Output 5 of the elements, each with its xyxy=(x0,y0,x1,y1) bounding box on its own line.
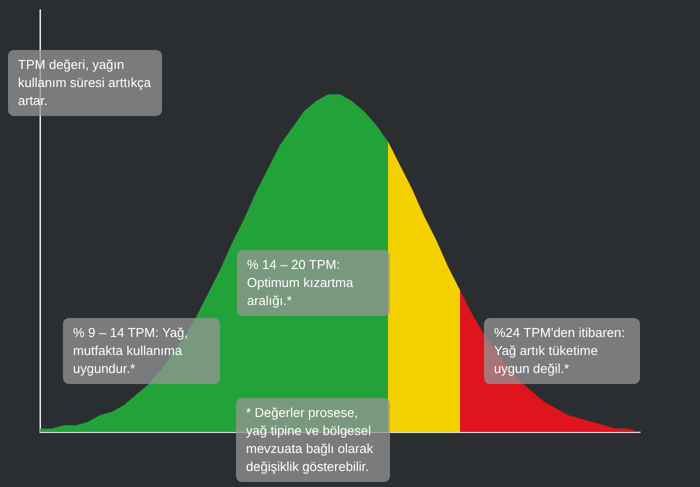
note-box: * Değerler prosese, yağ tipine ve bölgesel mevzuata bağlı olarak değişiklik gösterebilir. xyxy=(236,398,390,482)
note-box: % 14 – 20 TPM: Optimum kızartma aralığı.* xyxy=(237,250,390,316)
note-box: % 9 – 14 TPM: Yağ, mutfakta kullanıma uygundur.* xyxy=(63,318,220,384)
note-box: %24 TPM'den itibaren: Yağ artık tüketime uygun değil.* xyxy=(484,318,640,384)
note-box: TPM değeri, yağın kullanım süresi arttıkça artar. xyxy=(8,50,162,116)
